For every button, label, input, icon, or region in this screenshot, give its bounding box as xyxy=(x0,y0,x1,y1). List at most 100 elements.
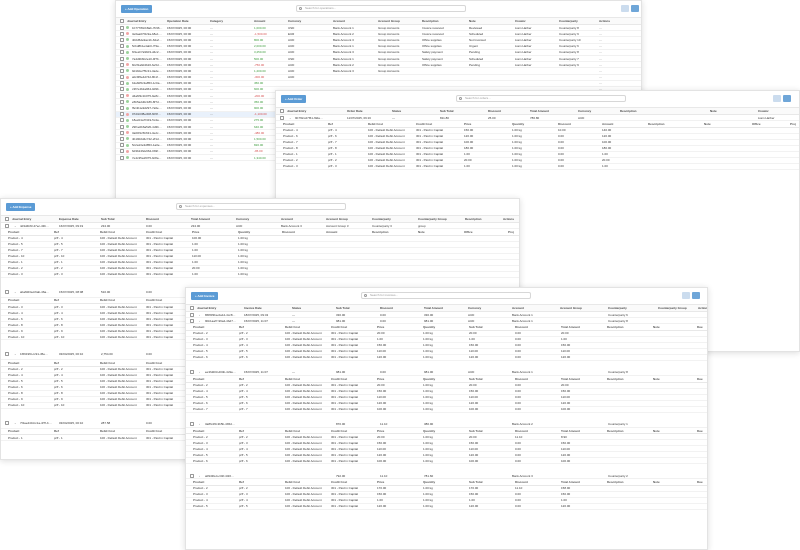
invoice-line-row[interactable]: Product - 7 prff - 7 100 - Default Debit A… xyxy=(186,407,707,413)
order-row[interactable]: ⌄ 9b7f0ccd7f61-f0da… 11/07/2025, 09:16 — 811… xyxy=(276,115,799,122)
row-checkbox[interactable] xyxy=(120,149,124,154)
invoice-line-row[interactable]: Product - 2 prff - 2 100 - Default Debit A… xyxy=(186,486,707,492)
invoice-line-row[interactable]: Product - 2 prff - 2 100 - Default Debit A… xyxy=(186,331,707,337)
invoice-line-row[interactable]: Product - 6 prff - 6 100 - Default Debit A… xyxy=(186,355,707,361)
row-checkbox[interactable] xyxy=(120,56,124,61)
invoice-line-row[interactable]: Product - 5 prff - 5 100 - Default Debit A… xyxy=(186,452,707,459)
invoice-line-row[interactable]: Product - 4 prff - 4 100 - Default Debit A… xyxy=(186,446,707,453)
row-checkbox[interactable] xyxy=(190,473,194,478)
invoice-line-row[interactable]: Product - 5 prff - 5 100 - Default Debit A… xyxy=(186,395,707,401)
row-checkbox[interactable] xyxy=(190,312,194,317)
table-row[interactable]: 7a4d3b8c2e10-9f7b… 15/07/2025, 00:00 — 500.… xyxy=(116,56,641,63)
grid-icon[interactable] xyxy=(682,292,690,299)
row-checkbox[interactable] xyxy=(120,155,124,160)
expense-line-row[interactable]: Product - 10 prff - 10 100 - Default Debit… xyxy=(1,254,519,260)
invoice-row[interactable]: › 3a8fc4f0-3b5b-4b5d… 870.00 11.10 380.90 Ban… xyxy=(186,422,707,428)
expense-line-row[interactable]: Product - 2 prff - 2 100 - Default Debit A… xyxy=(1,266,519,272)
table-row[interactable]: 6f1e2c7a9b03-d4c2… 15/07/2025, 00:00 — 3,25… xyxy=(116,50,641,56)
row-checkbox[interactable] xyxy=(5,223,9,228)
expense-line-row[interactable]: Product - 1 prff - 1 100 - Default Debit A… xyxy=(1,260,519,266)
table-row[interactable]: a0c9f6e4d742-8b1f… 15/07/2025, 00:00 — -300… xyxy=(116,75,641,81)
row-checkbox[interactable] xyxy=(120,62,124,67)
settings-icon[interactable] xyxy=(631,5,639,12)
row-checkbox[interactable] xyxy=(120,31,124,36)
row-checkbox[interactable] xyxy=(5,420,9,425)
table-row[interactable]: b2e8d5c3a853-1c0a… 15/07/2025, 00:00 — 450.… xyxy=(116,81,641,87)
invoice-line-row[interactable]: Product - 5 prff - 5 100 - Default Debit A… xyxy=(186,504,707,510)
row-checkbox[interactable] xyxy=(120,93,124,98)
invoice-line-row[interactable]: Product - 4 prff - 4 100 - Default Debit A… xyxy=(186,389,707,395)
expense-line-row[interactable]: Product - 4 prff - 4 100 - Default Debit A… xyxy=(1,236,519,242)
settings-icon[interactable] xyxy=(692,292,700,299)
invoice-line-row[interactable]: Product - 6 prff - 6 100 - Default Debit A… xyxy=(186,458,707,465)
chevron-right-icon[interactable]: › xyxy=(199,422,200,427)
select-all-checkbox[interactable] xyxy=(120,19,124,23)
invoice-line-row[interactable]: Product - 3 prff - 3 100 - Default Debit A… xyxy=(186,440,707,447)
table-row[interactable]: 1b77780cb8ab-7b96… 15/07/2025, 00:00 — 1,00… xyxy=(116,25,641,32)
grid-icon[interactable] xyxy=(621,5,629,12)
order-line-row[interactable]: Product - 7 prff - 7 100 - Default Debit A… xyxy=(276,140,799,146)
row-checkbox[interactable] xyxy=(120,99,124,104)
chevron-right-icon[interactable]: › xyxy=(199,473,200,478)
expense-line-row[interactable]: Product - 3 prff - 3 100 - Default Debit A… xyxy=(1,272,519,278)
invoice-row[interactable]: › 8f0f9f3ba-0a12-4cc8… 18/07/2025, 09:43 — 3… xyxy=(186,312,707,319)
row-checkbox[interactable] xyxy=(120,87,124,92)
row-checkbox[interactable] xyxy=(5,352,9,357)
expense-line-row[interactable]: Product - 5 prff - 5 100 - Default Debit A… xyxy=(1,242,519,248)
invoice-line-row[interactable]: Product - 3 prff - 3 100 - Default Debit A… xyxy=(186,337,707,343)
expense-line-row[interactable]: Product - 7 prff - 7 100 - Default Debit A… xyxy=(1,248,519,254)
select-all-checkbox[interactable] xyxy=(5,217,9,221)
row-checkbox[interactable] xyxy=(120,124,124,129)
chevron-down-icon[interactable]: ⌄ xyxy=(289,115,292,120)
chevron-down-icon[interactable]: ⌄ xyxy=(14,352,17,357)
row-checkbox[interactable] xyxy=(120,44,124,49)
add-expense-button[interactable]: + Add Expense xyxy=(6,203,36,211)
row-checkbox[interactable] xyxy=(120,75,124,80)
order-line-row[interactable]: Product - 4 prff - 4 100 - Default Debit A… xyxy=(276,128,799,134)
chevron-right-icon[interactable]: › xyxy=(199,370,200,375)
invoice-line-row[interactable]: Product - 3 prff - 3 100 - Default Debit A… xyxy=(186,492,707,498)
row-checkbox[interactable] xyxy=(120,112,124,117)
add-order-button[interactable]: + Add Order xyxy=(281,95,307,103)
add-operation-button[interactable]: + Add Operation xyxy=(121,5,153,13)
settings-icon[interactable] xyxy=(783,95,791,102)
row-checkbox[interactable] xyxy=(120,143,124,148)
invoice-line-row[interactable]: Product - 4 prff - 4 100 - Default Debit A… xyxy=(186,498,707,504)
chevron-down-icon[interactable]: ⌄ xyxy=(14,289,17,294)
select-all-checkbox[interactable] xyxy=(190,306,194,310)
expenses-search-input[interactable]: Search for expenses... xyxy=(176,203,346,210)
invoice-line-row[interactable]: Product - 6 prff - 6 100 - Default Debit A… xyxy=(186,401,707,407)
select-all-checkbox[interactable] xyxy=(280,109,284,113)
expense-row[interactable]: ⌄ 4d3d4b6f-47ec-43b… 16/07/2025, 09:19 234.… xyxy=(1,223,519,230)
row-checkbox[interactable] xyxy=(120,81,124,86)
row-checkbox[interactable] xyxy=(120,50,124,55)
chevron-down-icon[interactable]: ⌄ xyxy=(14,223,17,228)
row-checkbox[interactable] xyxy=(280,115,284,120)
row-checkbox[interactable] xyxy=(190,318,194,323)
row-checkbox[interactable] xyxy=(120,118,124,123)
table-row[interactable]: 8c2f1a9d4b20-6e5d… 15/07/2025, 00:00 — -750… xyxy=(116,62,641,69)
add-invoice-button[interactable]: + Add Invoice xyxy=(191,292,219,300)
chevron-right-icon[interactable]: › xyxy=(199,318,200,323)
row-checkbox[interactable] xyxy=(190,370,194,375)
invoice-line-row[interactable]: Product - 5 prff - 5 100 - Default Debit A… xyxy=(186,349,707,355)
grid-icon[interactable] xyxy=(773,95,781,102)
invoice-line-row[interactable]: Product - 2 prff - 2 100 - Default Debit A… xyxy=(186,434,707,441)
chevron-down-icon[interactable]: ⌄ xyxy=(14,420,17,425)
row-checkbox[interactable] xyxy=(120,37,124,42)
invoices-search-input[interactable]: Search for invoices... xyxy=(361,292,531,299)
row-checkbox[interactable] xyxy=(120,106,124,111)
operations-search-input[interactable]: Search for operations... xyxy=(296,5,466,12)
row-checkbox[interactable] xyxy=(120,68,124,73)
table-row[interactable]: 3e6aa07f2c9a-b8e1… 15/07/2025, 00:00 — -1,5… xyxy=(116,31,641,38)
invoice-row[interactable]: › ee3fd203-d04b-4c9a… 15/07/2025, 11:07 — 98… xyxy=(186,370,707,377)
order-line-row[interactable]: Product - 8 prff - 8 100 - Default Debit A… xyxy=(276,146,799,152)
order-line-row[interactable]: Product - 6 prff - 6 100 - Default Debit A… xyxy=(276,134,799,140)
row-checkbox[interactable] xyxy=(120,25,124,30)
row-checkbox[interactable] xyxy=(120,136,124,141)
invoice-row[interactable]: › 9bb1aaf7-99a4-4bd7… 15/07/2025, 11:07 — 98… xyxy=(186,318,707,325)
invoice-line-row[interactable]: Product - 2 prff - 2 100 - Default Debit A… xyxy=(186,383,707,389)
order-line-row[interactable]: Product - 1 prff - 1 100 - Default Debit A… xyxy=(276,152,799,158)
order-line-row[interactable]: Product - 3 prff - 3 100 - Default Debit A… xyxy=(276,164,799,170)
row-checkbox[interactable] xyxy=(5,289,9,294)
